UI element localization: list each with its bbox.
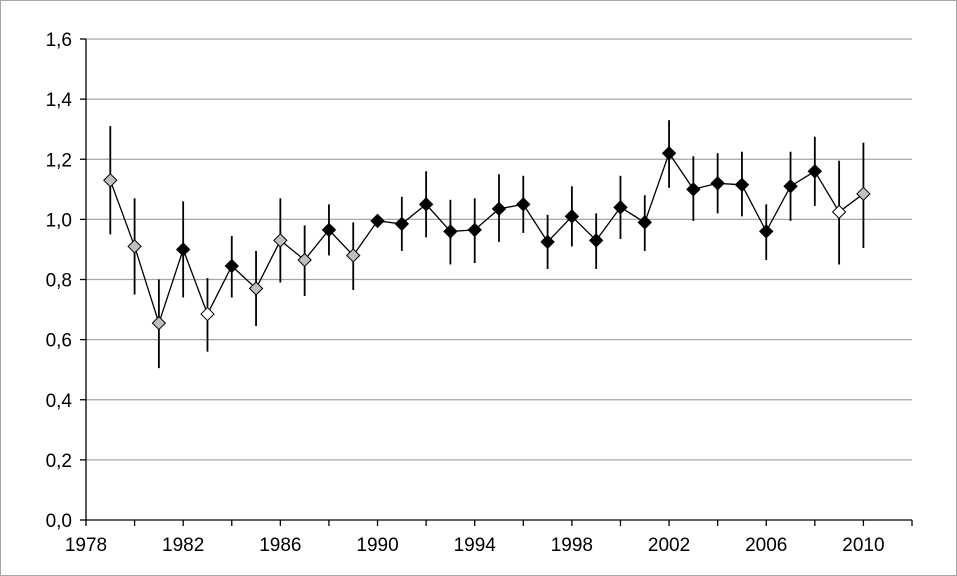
grid-layer	[86, 38, 912, 461]
data-point-2004	[710, 176, 725, 191]
error-bar-layer	[109, 120, 865, 369]
data-point-2001	[637, 215, 652, 230]
data-point-2007	[783, 179, 798, 194]
y-tick-label: 1,4	[46, 90, 73, 111]
y-tick-label: 0,8	[46, 271, 72, 292]
x-tick-label: 1990	[356, 535, 398, 556]
data-point-1984	[224, 258, 239, 274]
data-point-1992	[418, 197, 434, 212]
data-point-1995	[491, 201, 507, 217]
data-point-2006	[759, 224, 774, 239]
data-point-1998	[564, 209, 580, 224]
marker-layer	[103, 146, 871, 331]
y-tick-label: 0,4	[46, 391, 73, 412]
x-tick-label: 1998	[551, 535, 593, 556]
x-tick-label: 2002	[648, 535, 690, 556]
data-point-1996	[516, 197, 531, 212]
data-point-1987	[297, 252, 312, 268]
data-point-1983	[200, 306, 215, 322]
data-point-1990	[370, 213, 385, 229]
y-tick-label: 0,0	[46, 511, 72, 532]
y-tick-label: 1,0	[46, 210, 72, 231]
x-tick-label: 1994	[454, 535, 497, 556]
data-point-1993	[443, 224, 458, 239]
data-point-2009	[831, 204, 847, 220]
data-point-2002	[661, 146, 677, 161]
data-point-1994	[467, 222, 482, 238]
data-point-1997	[540, 234, 555, 250]
axes-layer	[80, 38, 913, 526]
y-tick-label: 1,2	[46, 150, 72, 171]
data-point-1982	[175, 242, 191, 257]
y-tick-label: 1,6	[46, 30, 72, 51]
data-point-1989	[346, 248, 361, 263]
data-point-1981	[151, 315, 167, 331]
data-point-1991	[394, 216, 410, 232]
series-line	[109, 151, 864, 326]
data-point-2005	[734, 177, 750, 193]
data-point-1979	[103, 173, 118, 188]
x-tick-label: 1986	[259, 535, 301, 556]
data-point-1999	[588, 233, 604, 248]
data-point-2010	[856, 186, 871, 202]
x-tick-label: 1982	[162, 535, 204, 556]
data-point-1985	[248, 281, 264, 296]
x-tick-label: 1978	[65, 535, 107, 556]
data-point-2000	[613, 200, 628, 215]
series-line-layer	[109, 151, 864, 326]
y-tick-label: 0,6	[46, 331, 72, 352]
x-tick-label: 2006	[745, 535, 787, 556]
data-point-2003	[686, 182, 701, 197]
y-tick-label: 0,2	[46, 451, 72, 472]
tick-label-layer: 0,0 0,2 0,4 0,6 0,8 1,0 1,2 1,4 1,6 1978 1982 1986 1…	[46, 30, 885, 556]
x-tick-label: 2010	[842, 535, 884, 556]
data-point-1988	[321, 222, 337, 238]
data-point-2008	[807, 164, 823, 179]
data-point-1986	[273, 233, 288, 248]
data-point-1980	[127, 239, 142, 254]
